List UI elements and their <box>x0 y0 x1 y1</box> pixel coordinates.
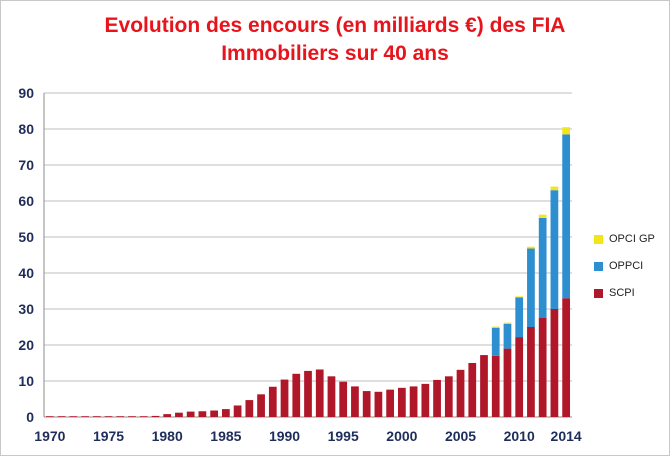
legend-swatch <box>594 234 603 244</box>
bar-scpi-1974 <box>92 416 101 417</box>
bar-scpi-1999 <box>386 389 395 417</box>
bar-scpi-1983 <box>198 411 207 417</box>
bar-scpi-1994 <box>327 376 336 417</box>
bar-opci-gp-2009 <box>503 322 512 324</box>
y-tick-label: 0 <box>26 409 34 425</box>
bar-scpi-2010 <box>515 337 524 417</box>
bar-scpi-1984 <box>210 410 219 417</box>
bar-scpi-2003 <box>433 379 441 417</box>
x-tick-label: 1975 <box>93 428 124 444</box>
bar-scpi-1982 <box>186 411 195 417</box>
bar-scpi-2004 <box>444 376 453 417</box>
chart-title: Evolution des encours (en milliards €) d… <box>0 12 670 68</box>
bar-scpi-1975 <box>104 416 113 417</box>
bar-scpi-1992 <box>304 370 312 417</box>
bar-scpi-1980 <box>163 414 172 417</box>
bar-scpi-1996 <box>351 386 359 417</box>
y-tick-label: 30 <box>18 301 34 317</box>
x-tick-label: 2010 <box>504 428 535 444</box>
bar-scpi-1989 <box>268 386 277 417</box>
chart-title-line-1: Evolution des encours (en milliards €) d… <box>104 14 566 37</box>
bar-scpi-2014 <box>562 298 571 417</box>
bar-scpi-1985 <box>221 409 230 417</box>
bar-scpi-1978 <box>139 416 148 417</box>
bar-oppci-2014 <box>562 134 571 299</box>
legend-swatch <box>594 288 603 298</box>
legend-label: SCPI <box>609 287 635 299</box>
bar-opci-gp-2010 <box>515 296 524 298</box>
bar-opci-gp-2008 <box>491 326 500 328</box>
bar-scpi-1986 <box>233 405 242 417</box>
y-tick-label: 80 <box>18 121 34 137</box>
bar-scpi-2013 <box>550 309 559 417</box>
y-tick-label: 10 <box>18 373 34 389</box>
x-tick-label: 1985 <box>210 428 241 444</box>
legend-label: OPPCI <box>609 260 644 272</box>
bar-scpi-1993 <box>315 369 324 417</box>
bar-oppci-2011 <box>527 248 535 327</box>
legend-label: OPCI GP <box>609 233 655 245</box>
y-tick-label: 60 <box>18 193 34 209</box>
legend-item-oppci: OPPCI <box>594 259 670 273</box>
chart-plot: 0 10 20 30 40 50 60 70 80 90 1970 1975 1980 1985 1990 1… <box>18 85 582 444</box>
x-tick-label: 1970 <box>34 428 65 444</box>
chart-legend: OPCI GP OPPCI SCPI <box>594 232 670 313</box>
y-tick-label: 90 <box>18 85 34 101</box>
legend-item-opci-gp: OPCI GP <box>594 232 670 246</box>
y-tick-label: 50 <box>18 229 34 245</box>
legend-swatch <box>594 261 603 271</box>
bar-opci-gp-2014 <box>562 127 571 135</box>
bar-scpi-1979 <box>151 415 160 417</box>
x-tick-label: 1980 <box>152 428 183 444</box>
bar-scpi-1987 <box>245 400 254 417</box>
x-tick-label: 2005 <box>445 428 476 444</box>
bar-scpi-1971 <box>57 416 66 417</box>
bar-opci-gp-2011 <box>527 246 535 249</box>
chart-title-line-2: Immobiliers sur 40 ans <box>221 42 449 65</box>
bar-scpi-1988 <box>257 394 265 417</box>
bar-opci-gp-2012 <box>538 214 547 218</box>
bar-scpi-2006 <box>468 363 477 417</box>
bar-scpi-2011 <box>527 327 535 417</box>
bar-scpi-2007 <box>480 355 488 417</box>
bar-scpi-1976 <box>116 416 125 417</box>
bar-opci-gp-2013 <box>550 186 559 191</box>
bar-scpi-1998 <box>374 391 383 417</box>
x-tick-label: 2014 <box>551 428 582 444</box>
bar-scpi-1972 <box>69 416 78 417</box>
x-tick-label: 1990 <box>269 428 300 444</box>
bar-oppci-2010 <box>515 297 524 338</box>
y-tick-label: 40 <box>18 265 34 281</box>
bar-oppci-2009 <box>503 323 512 349</box>
bar-oppci-2013 <box>550 190 559 309</box>
bar-scpi-1997 <box>362 391 371 417</box>
bar-oppci-2008 <box>491 327 500 356</box>
bar-scpi-1970 <box>45 416 54 417</box>
bar-scpi-2005 <box>456 369 465 417</box>
legend-item-scpi: SCPI <box>594 286 670 300</box>
bar-scpi-2000 <box>397 387 406 417</box>
bar-scpi-2001 <box>409 386 418 417</box>
y-tick-label: 20 <box>18 337 34 353</box>
bar-scpi-2008 <box>491 355 500 417</box>
x-tick-label: 2000 <box>386 428 417 444</box>
bar-scpi-1991 <box>292 373 301 417</box>
bar-scpi-1977 <box>128 416 136 417</box>
bar-scpi-1995 <box>339 381 348 417</box>
bar-scpi-1973 <box>81 416 89 417</box>
bar-scpi-2002 <box>421 383 430 417</box>
bar-scpi-2012 <box>538 318 547 417</box>
bar-oppci-2012 <box>538 217 547 318</box>
x-tick-label: 1995 <box>328 428 359 444</box>
bar-scpi-1981 <box>175 412 183 417</box>
y-tick-label: 70 <box>18 157 34 173</box>
bar-scpi-1990 <box>280 379 289 417</box>
bar-scpi-2009 <box>503 348 512 417</box>
